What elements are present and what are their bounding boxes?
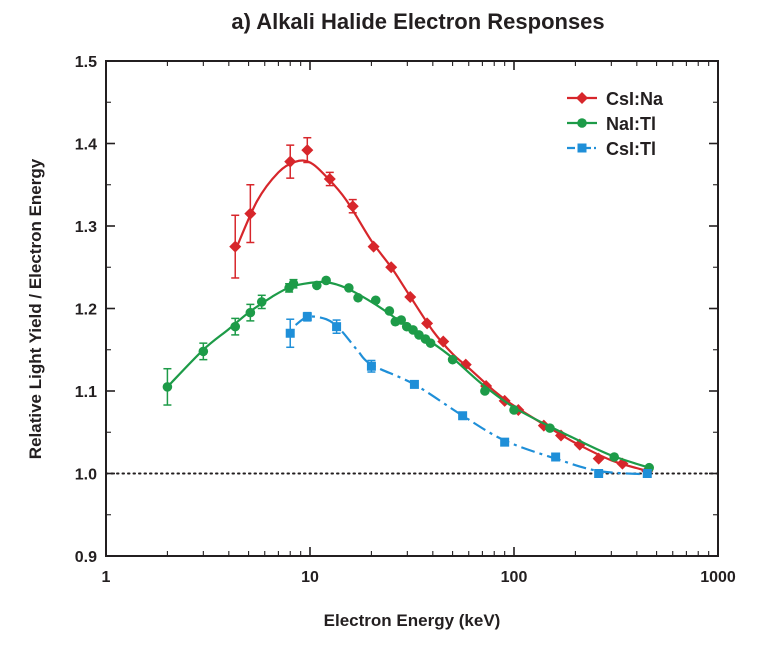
data-point-nai-tl	[198, 346, 209, 357]
data-point-nai-tl	[312, 280, 322, 291]
data-point-csi-tl	[642, 469, 652, 478]
data-point-nai-tl	[609, 452, 620, 462]
data-point-csi-tl	[500, 437, 510, 447]
legend-marker-csi-na	[576, 92, 588, 104]
data-point-csi-na	[284, 155, 297, 168]
x-tick-label: 1000	[700, 569, 736, 586]
data-point-csi-tl	[458, 411, 468, 421]
series-nai-tl	[162, 275, 655, 473]
data-point-csi-na	[385, 261, 398, 274]
data-point-csi-tl	[594, 469, 604, 478]
y-tick-label: 1.1	[75, 384, 97, 401]
series-csi-tl	[285, 311, 652, 478]
data-point-csi-na	[437, 335, 450, 348]
series-csi-na	[229, 136, 654, 478]
data-point-csi-na	[346, 200, 359, 213]
data-point-nai-tl	[230, 321, 241, 332]
data-point-nai-tl	[288, 278, 299, 289]
fit-line-nai-tl	[166, 280, 650, 469]
x-tick-label: 1	[102, 569, 111, 586]
data-point-nai-tl	[447, 354, 458, 365]
data-point-csi-tl	[551, 452, 561, 462]
data-point-csi-na	[404, 290, 417, 303]
data-point-csi-na	[229, 240, 242, 253]
legend: CsI:Na NaI:Tl CsI:Tl	[567, 89, 664, 159]
data-point-nai-tl	[425, 338, 436, 348]
legend-label-csi-na: CsI:Na	[606, 89, 664, 109]
y-tick-label: 0.9	[75, 549, 97, 566]
data-point-csi-na	[244, 207, 257, 220]
x-axis-label: Electron Energy (keV)	[324, 611, 501, 630]
plot-frame	[105, 60, 719, 557]
data-point-csi-na	[301, 144, 314, 157]
data-point-csi-na	[592, 452, 605, 465]
data-point-nai-tl	[396, 315, 407, 325]
legend-label-csi-tl: CsI:Tl	[606, 139, 656, 159]
y-axis-label: Relative Light Yield / Electron Energy	[26, 158, 45, 459]
legend-label-nai-tl: NaI:Tl	[606, 114, 656, 134]
data-point-csi-na	[421, 317, 434, 330]
axis-ticks: 1 10 100 1000 0.9 1.0 1.1 1.2 1.3 1.4 1.5	[75, 54, 736, 586]
data-point-csi-tl	[366, 361, 376, 371]
y-tick-label: 1.3	[75, 219, 97, 236]
data-point-nai-tl	[545, 423, 555, 433]
data-point-csi-tl	[302, 312, 312, 322]
x-tick-label: 10	[301, 569, 319, 586]
y-tick-label: 1.0	[75, 467, 97, 484]
series-group	[162, 136, 655, 478]
data-point-nai-tl	[384, 306, 395, 316]
data-point-csi-tl	[409, 379, 419, 389]
data-point-nai-tl	[370, 295, 381, 306]
data-point-csi-na	[367, 240, 380, 253]
data-point-csi-tl	[332, 322, 342, 332]
y-tick-label: 1.2	[75, 302, 97, 319]
plot-area: 1 10 100 1000 0.9 1.0 1.1 1.2 1.3 1.4 1.5	[75, 54, 736, 586]
data-point-csi-na	[323, 172, 336, 185]
data-point-nai-tl	[321, 275, 331, 286]
data-point-nai-tl	[480, 386, 490, 396]
y-tick-label: 1.4	[75, 137, 97, 154]
data-point-nai-tl	[256, 297, 267, 307]
chart-title: a) Alkali Halide Electron Responses	[231, 9, 604, 34]
x-tick-label: 100	[501, 569, 528, 586]
data-point-nai-tl	[162, 382, 173, 392]
data-point-csi-tl	[285, 328, 295, 338]
data-point-nai-tl	[344, 283, 354, 293]
fit-line-csi-tl	[294, 315, 648, 476]
data-point-nai-tl	[509, 405, 519, 415]
fit-line-csi-na	[234, 159, 648, 473]
data-point-nai-tl	[245, 307, 256, 318]
legend-marker-csi-tl	[577, 143, 587, 153]
legend-marker-nai-tl	[577, 118, 587, 128]
y-tick-label: 1.5	[75, 54, 97, 71]
data-point-nai-tl	[353, 292, 363, 303]
